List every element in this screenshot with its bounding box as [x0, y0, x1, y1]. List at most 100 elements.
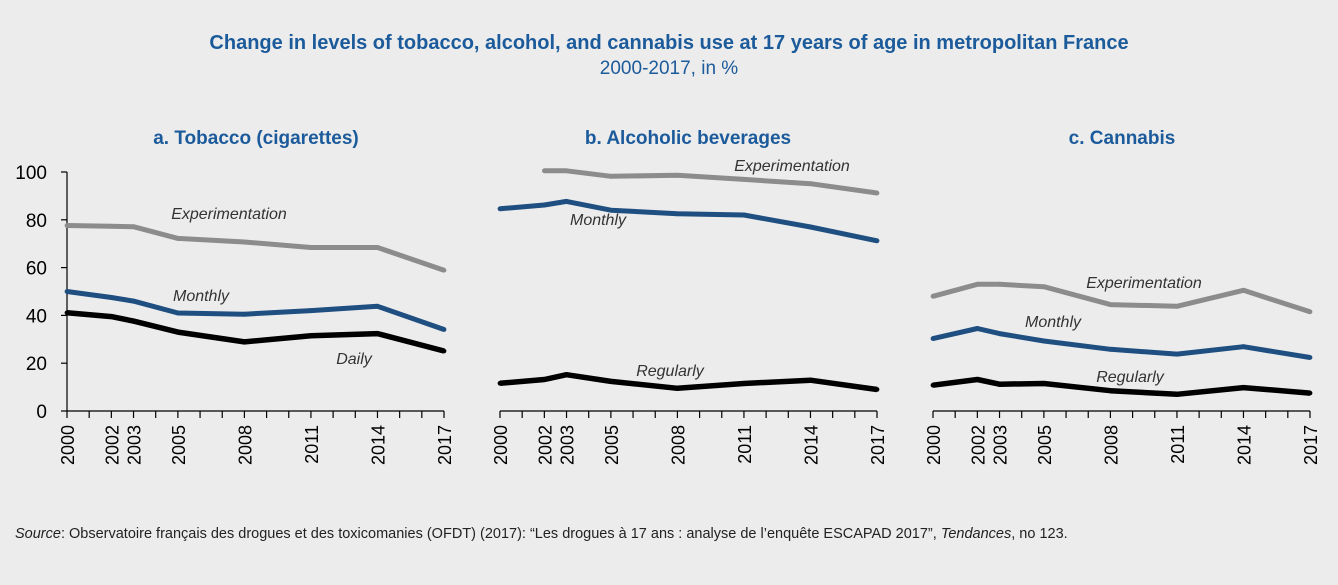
- data-point: [1041, 381, 1047, 386]
- x-tick-label: 2008: [235, 425, 255, 465]
- data-point: [997, 281, 1002, 287]
- series-label: Experimentation: [734, 158, 850, 175]
- y-tick-label: 40: [26, 306, 47, 327]
- panel-title: c. Cannabis: [1069, 128, 1176, 149]
- y-tick-label: 100: [15, 163, 47, 184]
- x-tick-label: 2008: [1101, 425, 1121, 465]
- data-point: [874, 190, 880, 196]
- data-point: [1108, 302, 1113, 308]
- data-point: [930, 336, 936, 341]
- series-label: Regularly: [1096, 369, 1165, 386]
- y-tick-label: 20: [26, 354, 47, 375]
- data-point: [131, 318, 136, 324]
- data-point: [1108, 346, 1113, 352]
- data-point: [375, 245, 380, 250]
- data-point: [441, 267, 447, 273]
- source-text-end: , no 123.: [1011, 526, 1068, 542]
- data-point: [541, 168, 547, 174]
- data-point: [175, 310, 181, 316]
- source-journal: Tendances: [940, 526, 1012, 542]
- y-tick-label: 80: [26, 211, 47, 232]
- y-tick-label: 0: [36, 402, 47, 423]
- data-point: [741, 212, 747, 218]
- series-label: Monthly: [1025, 314, 1082, 331]
- series-line-daily: [66, 310, 445, 354]
- x-tick-label: 2014: [1234, 425, 1254, 465]
- data-point: [874, 387, 880, 392]
- x-tick-label: 2005: [1035, 425, 1055, 465]
- data-point: [1307, 390, 1313, 396]
- series-label: Monthly: [570, 212, 627, 229]
- data-point: [564, 168, 569, 174]
- data-point: [564, 198, 569, 204]
- x-tick-label: 2003: [125, 425, 145, 465]
- y-tick-label: 60: [26, 259, 47, 280]
- panel-title: a. Tobacco (cigarettes): [153, 128, 359, 149]
- data-point: [675, 211, 680, 217]
- x-tick-label: 2014: [368, 425, 388, 465]
- data-point: [808, 224, 813, 230]
- data-point: [497, 206, 503, 212]
- x-tick-label: 2002: [535, 425, 555, 465]
- data-point: [675, 172, 680, 178]
- data-point: [1041, 338, 1047, 344]
- data-point: [441, 327, 447, 332]
- data-point: [1307, 309, 1313, 315]
- data-point: [64, 223, 70, 228]
- data-point: [874, 238, 880, 244]
- x-tick-label: 2008: [668, 425, 688, 465]
- data-point: [930, 382, 936, 388]
- data-point: [131, 298, 136, 304]
- data-point: [242, 311, 247, 317]
- data-point: [64, 289, 70, 294]
- series-label: Daily: [336, 351, 373, 368]
- x-tick-label: 2002: [968, 425, 988, 465]
- series-line-regularly: [932, 376, 1311, 398]
- data-point: [375, 331, 380, 336]
- data-point: [497, 380, 503, 386]
- data-point: [441, 348, 447, 354]
- data-point: [308, 245, 314, 250]
- data-point: [175, 329, 181, 335]
- data-point: [242, 239, 247, 245]
- data-point: [1174, 303, 1180, 309]
- data-point: [1241, 287, 1246, 293]
- data-point: [1307, 355, 1313, 360]
- x-tick-label: 2003: [991, 425, 1011, 465]
- source-text: : Observatoire français des drogues et d…: [60, 526, 941, 542]
- series-label: Monthly: [173, 288, 230, 305]
- x-tick-label: 2000: [491, 425, 511, 465]
- data-point: [997, 331, 1002, 336]
- data-point: [974, 326, 980, 331]
- data-point: [808, 181, 813, 187]
- x-tick-label: 2011: [735, 425, 755, 464]
- data-point: [108, 295, 114, 300]
- x-tick-label: 2000: [924, 425, 944, 465]
- source-label: Source: [15, 526, 61, 542]
- data-point: [1174, 351, 1180, 357]
- data-point: [541, 377, 547, 382]
- data-point: [1174, 391, 1180, 397]
- x-tick-label: 2011: [302, 425, 322, 464]
- series-line-monthly: [499, 198, 878, 244]
- chart-title: Change in levels of tobacco, alcohol, an…: [209, 32, 1129, 54]
- x-tick-label: 2000: [58, 425, 78, 465]
- data-point: [608, 207, 614, 213]
- data-point: [308, 333, 314, 339]
- data-point: [1241, 385, 1246, 390]
- data-point: [808, 377, 813, 383]
- x-tick-label: 2005: [169, 425, 189, 465]
- data-point: [1108, 388, 1113, 394]
- data-point: [608, 173, 614, 179]
- series-line-regularly: [499, 371, 878, 393]
- data-point: [930, 293, 936, 299]
- series-label: Experimentation: [171, 206, 287, 223]
- x-tick-label: 2017: [1301, 425, 1321, 465]
- data-point: [242, 339, 247, 345]
- data-point: [541, 202, 547, 208]
- x-tick-label: 2017: [435, 425, 455, 465]
- chart-subtitle: 2000-2017, in %: [599, 58, 739, 79]
- data-point: [997, 381, 1002, 387]
